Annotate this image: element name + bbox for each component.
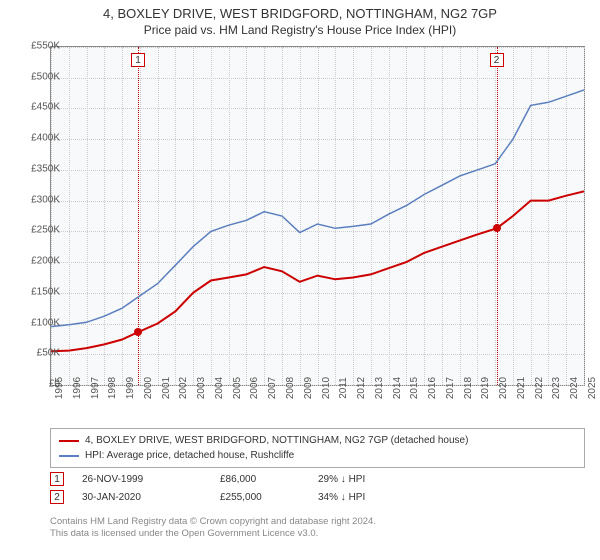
xtick-label: 2025 (587, 377, 598, 399)
event-badge-1: 1 (50, 472, 64, 486)
gridline-v (584, 47, 585, 385)
event-row-1: 1 26-NOV-1999 £86,000 29% ↓ HPI (50, 470, 585, 488)
event-date-2: 30-JAN-2020 (82, 492, 202, 503)
xtick-label: 1999 (125, 377, 136, 399)
xtick-label: 2019 (480, 377, 491, 399)
footer-line-2: This data is licensed under the Open Gov… (50, 528, 585, 540)
ytick-label: £500K (31, 71, 60, 82)
xtick-label: 1996 (72, 377, 83, 399)
ytick-label: £350K (31, 163, 60, 174)
xtick-label: 2013 (374, 377, 385, 399)
legend-swatch-property (59, 440, 79, 442)
event-table: 1 26-NOV-1999 £86,000 29% ↓ HPI 2 30-JAN… (50, 470, 585, 506)
chart-container: 4, BOXLEY DRIVE, WEST BRIDGFORD, NOTTING… (0, 0, 600, 560)
xtick-label: 2016 (427, 377, 438, 399)
ytick-label: £100K (31, 317, 60, 328)
xtick-label: 2004 (214, 377, 225, 399)
event-price-2: £255,000 (220, 492, 300, 503)
xtick-label: 1995 (54, 377, 65, 399)
chart-title: 4, BOXLEY DRIVE, WEST BRIDGFORD, NOTTING… (0, 0, 600, 23)
footer: Contains HM Land Registry data © Crown c… (50, 516, 585, 541)
xtick-label: 2022 (534, 377, 545, 399)
xtick-label: 2011 (338, 377, 349, 399)
series-line-property (51, 191, 584, 351)
xtick-label: 2021 (516, 377, 527, 399)
legend-swatch-hpi (59, 455, 79, 457)
xtick-label: 2005 (232, 377, 243, 399)
event-badge-2: 2 (50, 490, 64, 504)
xtick-label: 2015 (409, 377, 420, 399)
ytick-label: £550K (31, 41, 60, 52)
event-diff-1: 29% ↓ HPI (318, 474, 438, 485)
xtick-label: 2012 (356, 377, 367, 399)
xtick-label: 2020 (498, 377, 509, 399)
xtick-label: 2009 (303, 377, 314, 399)
ytick-label: £300K (31, 194, 60, 205)
xtick-label: 2002 (178, 377, 189, 399)
ytick-label: £150K (31, 286, 60, 297)
legend-item-property: 4, BOXLEY DRIVE, WEST BRIDGFORD, NOTTING… (59, 433, 576, 448)
plot-area: 12 (50, 46, 585, 386)
chart-subtitle: Price paid vs. HM Land Registry's House … (0, 23, 600, 41)
event-row-2: 2 30-JAN-2020 £255,000 34% ↓ HPI (50, 488, 585, 506)
xtick-label: 2023 (551, 377, 562, 399)
xtick-label: 2024 (569, 377, 580, 399)
line-layer (51, 47, 584, 385)
legend-label-property: 4, BOXLEY DRIVE, WEST BRIDGFORD, NOTTING… (85, 433, 468, 448)
xtick-label: 2007 (267, 377, 278, 399)
xtick-label: 1997 (90, 377, 101, 399)
xtick-label: 2000 (143, 377, 154, 399)
ytick-label: £250K (31, 225, 60, 236)
xtick-label: 1998 (107, 377, 118, 399)
event-price-1: £86,000 (220, 474, 300, 485)
xtick-label: 2008 (285, 377, 296, 399)
legend: 4, BOXLEY DRIVE, WEST BRIDGFORD, NOTTING… (50, 428, 585, 468)
ytick-label: £50K (37, 348, 60, 359)
xtick-label: 2001 (161, 377, 172, 399)
xtick-label: 2018 (463, 377, 474, 399)
xtick-label: 2003 (196, 377, 207, 399)
ytick-label: £400K (31, 133, 60, 144)
xtick-label: 2014 (392, 377, 403, 399)
legend-label-hpi: HPI: Average price, detached house, Rush… (85, 448, 294, 463)
xtick-label: 2006 (249, 377, 260, 399)
footer-line-1: Contains HM Land Registry data © Crown c… (50, 516, 585, 528)
event-diff-2: 34% ↓ HPI (318, 492, 438, 503)
ytick-label: £450K (31, 102, 60, 113)
ytick-label: £200K (31, 256, 60, 267)
xtick-label: 2017 (445, 377, 456, 399)
event-date-1: 26-NOV-1999 (82, 474, 202, 485)
legend-item-hpi: HPI: Average price, detached house, Rush… (59, 448, 576, 463)
series-line-hpi (51, 90, 584, 327)
xtick-label: 2010 (321, 377, 332, 399)
